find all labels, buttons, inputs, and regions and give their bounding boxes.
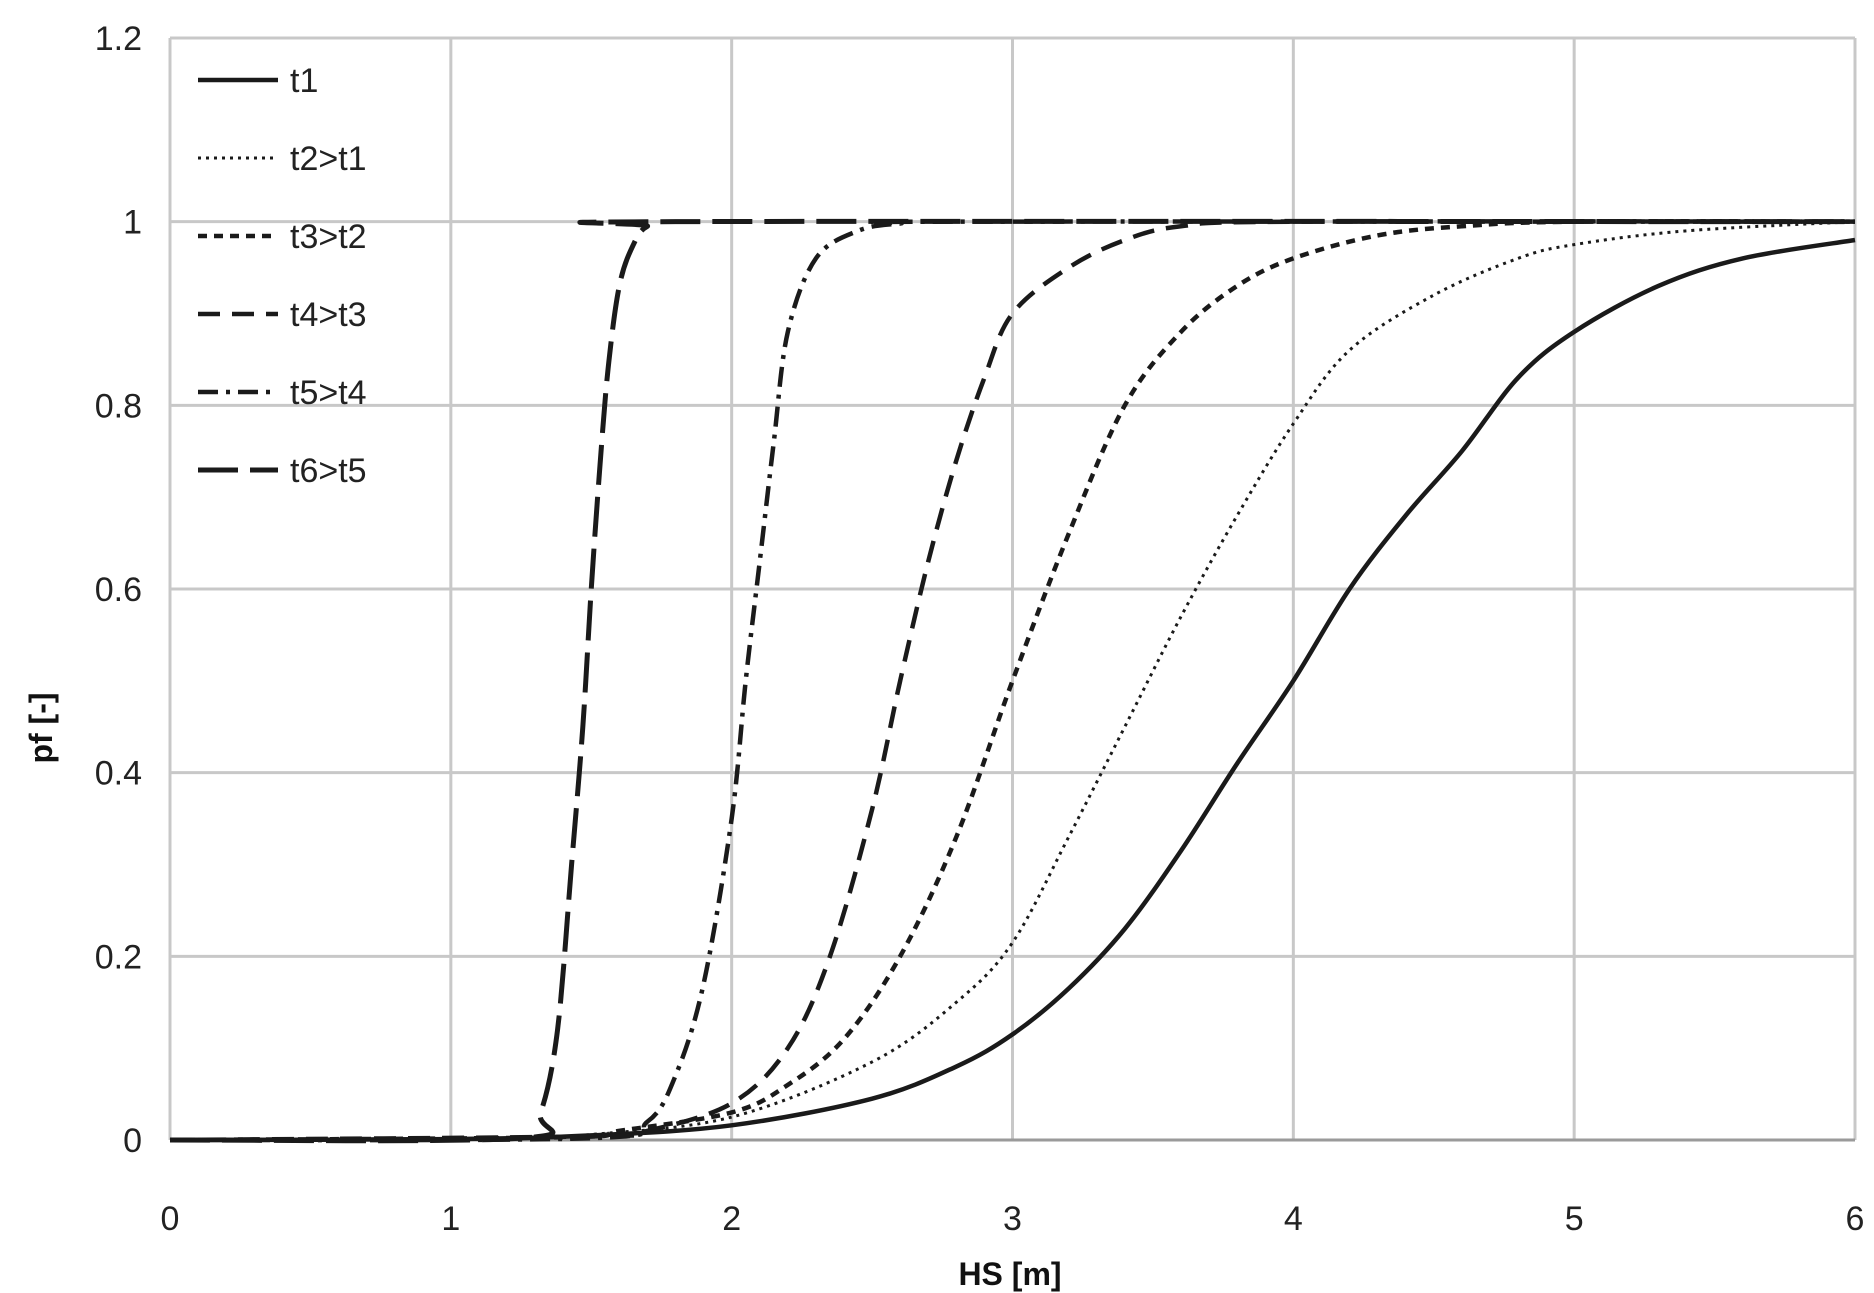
series-lines	[169, 218, 1856, 1144]
y-axis-title: pf [-]	[23, 692, 59, 763]
series-line-1	[169, 237, 1856, 1143]
y-tick-label: 1	[123, 204, 142, 242]
gridlines	[168, 36, 1857, 1142]
y-tick-label: 1.2	[95, 20, 142, 58]
x-tick-label: 0	[161, 1200, 180, 1238]
series-line-6	[169, 218, 1856, 1144]
x-tick-label: 3	[1003, 1200, 1022, 1238]
legend-label: t3>t2	[290, 218, 367, 256]
x-tick-label: 1	[441, 1200, 460, 1238]
y-tick-label: 0	[123, 1122, 142, 1160]
y-tick-label: 0.8	[95, 387, 142, 425]
x-tick-label: 2	[722, 1200, 741, 1238]
legend-label: t4>t3	[290, 296, 367, 334]
y-tick-label: 0.2	[95, 938, 142, 976]
x-tick-label: 4	[1284, 1200, 1303, 1238]
y-tick-label: 0.4	[95, 755, 142, 793]
legend-label: t6>t5	[290, 452, 367, 490]
series-line-3	[169, 219, 1856, 1143]
legend-label: t2>t1	[290, 140, 367, 178]
series-line-4	[169, 219, 1856, 1143]
y-tick-label: 0.6	[95, 571, 142, 609]
legend: t1 t2>t1 t3>t2 t4>t3 t5>t4 t6>t5	[198, 62, 367, 490]
x-axis-title: HS [m]	[958, 1256, 1061, 1292]
legend-label: t5>t4	[290, 374, 367, 412]
x-tick-label: 5	[1565, 1200, 1584, 1238]
x-tick-label: 6	[1846, 1200, 1865, 1238]
legend-label: t1	[290, 62, 318, 100]
series-line-5	[169, 219, 1856, 1143]
axes: 0 0.2 0.4 0.6 0.8 1 1.2 0 1 2 3 4 5 6	[95, 20, 1865, 1238]
